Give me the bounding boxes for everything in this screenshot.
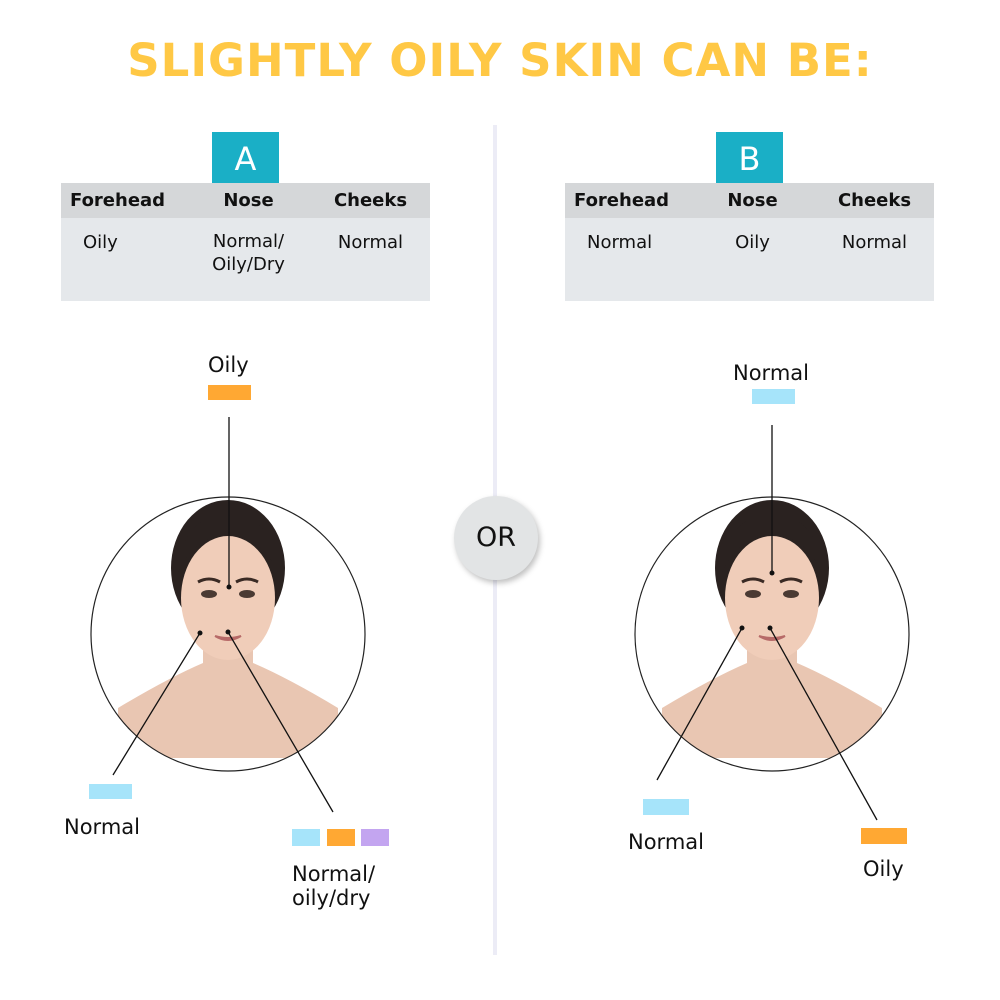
value-nose: Oily	[735, 232, 770, 253]
header-cheeks: Cheeks	[837, 190, 912, 211]
pointer-nose-a	[227, 631, 334, 813]
swatch-oily	[327, 829, 355, 846]
header-nose: Nose	[223, 190, 274, 211]
point-cheek-a	[197, 630, 203, 636]
table-b: Forehead Nose Cheeks Normal Oily Normal	[565, 183, 934, 301]
swatch-oily	[208, 385, 251, 400]
swatch-oily	[861, 828, 907, 844]
pointer-cheek-a	[112, 632, 201, 776]
swatch-normal	[643, 799, 689, 815]
page-title: SLIGHTLY OILY SKIN CAN BE:	[127, 34, 873, 87]
header-nose: Nose	[727, 190, 778, 211]
or-circle: OR	[454, 496, 538, 580]
value-nose: Normal/ Oily/Dry	[212, 231, 285, 275]
header-cheeks: Cheeks	[333, 190, 408, 211]
label-forehead-a: Oily	[208, 353, 249, 377]
label-nose-a: Normal/ oily/dry	[292, 862, 376, 910]
value-forehead: Normal	[587, 232, 653, 253]
label-cheek-b: Normal	[628, 830, 704, 854]
label-forehead-b: Normal	[733, 361, 809, 385]
swatch-dry	[361, 829, 389, 846]
value-cheeks: Normal	[337, 232, 404, 253]
pointer-cheek-b	[656, 627, 743, 781]
label-cheek-a: Normal	[64, 815, 140, 839]
point-nose-a	[225, 629, 231, 635]
header-forehead: Forehead	[70, 190, 166, 211]
swatch-normal	[89, 784, 132, 799]
point-nose-b	[767, 625, 773, 631]
badge-a: A	[212, 132, 279, 183]
swatch-normal	[292, 829, 320, 846]
point-forehead-b	[769, 570, 775, 576]
pointer-nose-b	[769, 627, 878, 821]
value-forehead: Oily	[83, 232, 118, 253]
swatch-normal	[752, 389, 795, 404]
face-circle-a	[90, 496, 366, 772]
face-image-a	[116, 498, 340, 760]
value-cheeks: Normal	[841, 232, 908, 253]
badge-b: B	[716, 132, 783, 183]
label-nose-b: Oily	[863, 857, 904, 881]
header-forehead: Forehead	[574, 190, 670, 211]
table-a: Forehead Nose Cheeks Oily Normal/ Oily/Dry N…	[61, 183, 430, 301]
point-forehead-a	[226, 584, 232, 590]
point-cheek-b	[739, 625, 745, 631]
